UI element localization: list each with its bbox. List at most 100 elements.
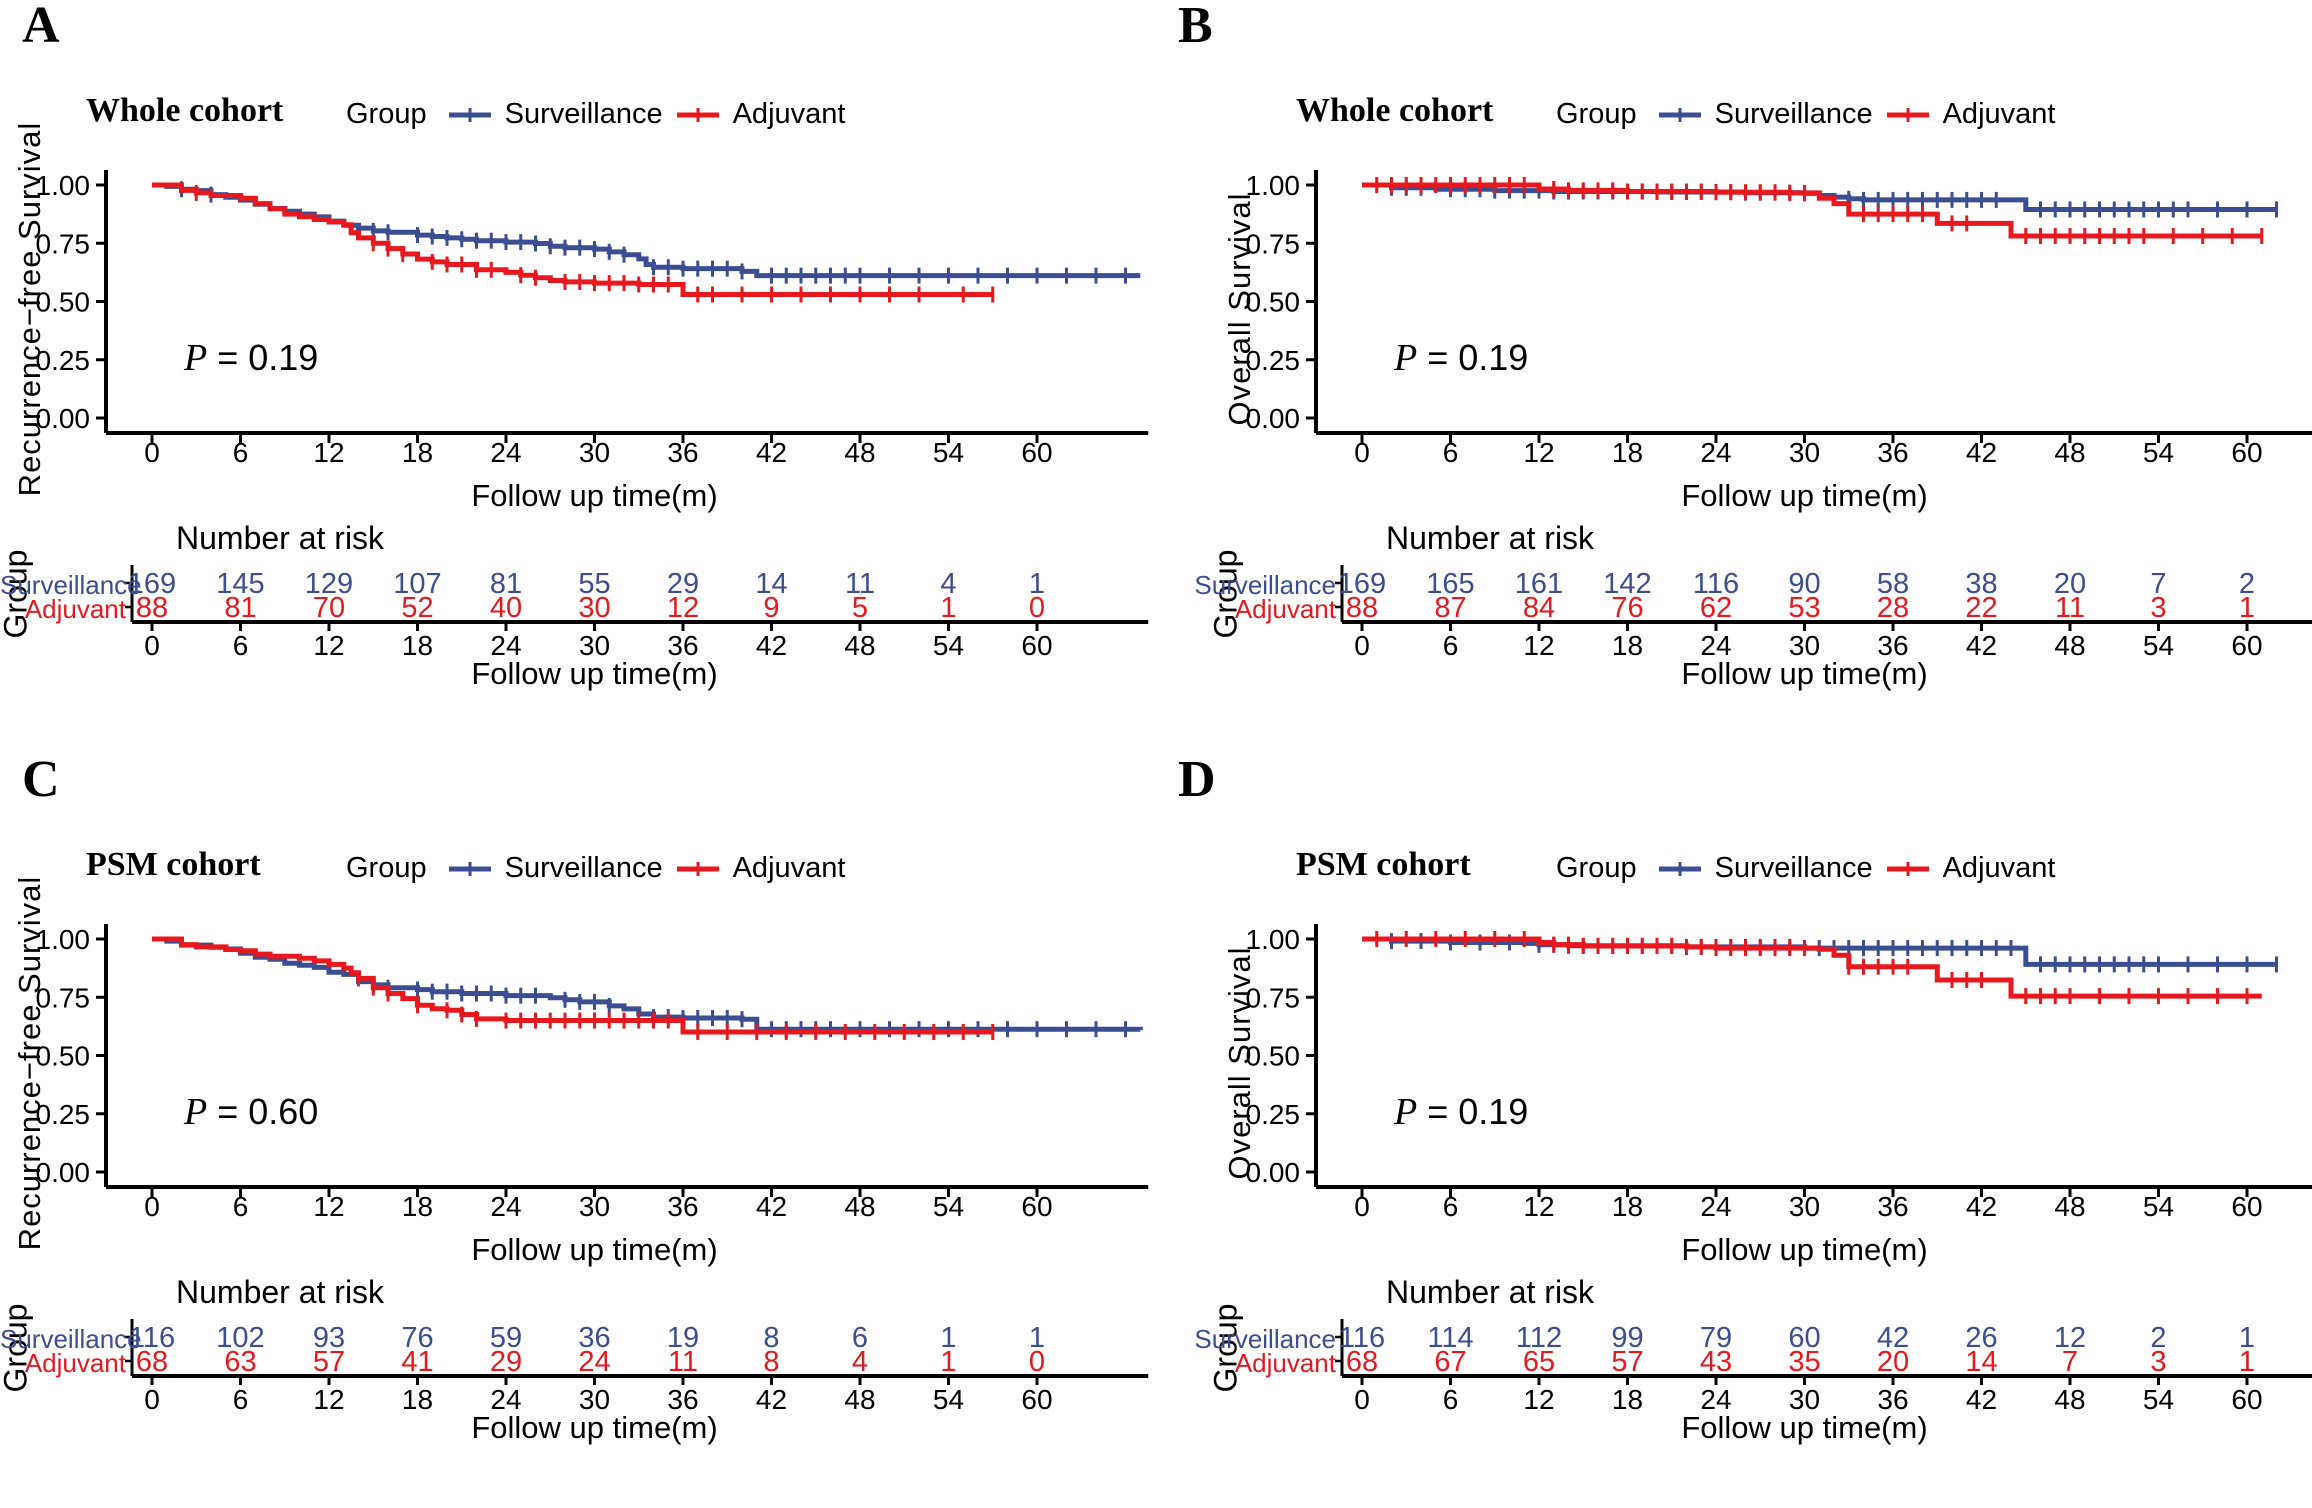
risk-tick-label: 12 [313, 630, 344, 661]
x-tick-label: 12 [313, 437, 344, 468]
panel-b: 0.00 0.25 0.50 0.75 1.00 0 6 12 18 24 30 36 42 48 54 60… [1156, 0, 2312, 754]
risk-tick-label: 24 [1700, 630, 1731, 661]
x-tick-label: 36 [667, 1191, 698, 1222]
panel-d: 0.00 0.25 0.50 0.75 1.00 0 6 12 18 24 30 36 42 48 54 60… [1156, 751, 2312, 1508]
x-tick-label: 60 [2231, 1191, 2262, 1222]
x-tick-label: 48 [844, 1191, 875, 1222]
risk-tick-label: 24 [490, 1384, 521, 1415]
surveillance-key-icon [447, 858, 493, 880]
x-tick-label: 42 [1966, 437, 1997, 468]
risk-count: 88 [1346, 592, 1378, 624]
risk-count: 84 [1523, 592, 1555, 624]
surveillance-curve [152, 182, 1141, 279]
risk-count: 40 [490, 592, 522, 624]
risk-count: 1 [2239, 592, 2255, 624]
y-tick-label: 0.75 [1246, 228, 1301, 259]
risk-count: 26 [1965, 1322, 1997, 1354]
risk-count: 36 [578, 1322, 610, 1354]
risk-count: 1 [1029, 568, 1045, 600]
risk-tick-label: 60 [2231, 1384, 2262, 1415]
p-value: P = 0.19 [184, 336, 318, 380]
risk-tick-label: 60 [1021, 1384, 1052, 1415]
risk-count: 68 [1346, 1346, 1378, 1378]
risk-count: 11 [2055, 592, 2085, 624]
risk-tick-label: 18 [1612, 1384, 1643, 1415]
risk-count: 3 [2150, 592, 2166, 624]
risk-count: 20 [2054, 568, 2086, 600]
x-tick-label: 30 [579, 437, 610, 468]
x-tick-label: 24 [490, 1191, 521, 1222]
risk-count: 112 [1516, 1322, 1562, 1354]
risk-tick-label: 36 [667, 630, 698, 661]
risk-tick-label: 24 [1700, 1384, 1731, 1415]
number-at-risk-header: Number at risk [176, 520, 385, 556]
risk-count: 116 [129, 1322, 175, 1354]
risk-tick-label: 6 [1443, 1384, 1459, 1415]
risk-count: 60 [1788, 1322, 1820, 1354]
x-tick-label: 24 [490, 437, 521, 468]
x-tick-label: 6 [1443, 1191, 1459, 1222]
risk-count: 67 [1434, 1346, 1466, 1378]
legend-label-surveillance: Surveillance [504, 852, 663, 884]
x-tick-label: 18 [402, 437, 433, 468]
risk-count: 1 [940, 1322, 956, 1354]
risk-count: 102 [216, 1322, 264, 1354]
number-at-risk-header: Number at risk [176, 1274, 385, 1310]
risk-count: 20 [1877, 1346, 1909, 1378]
risk-tick-label: 0 [1354, 630, 1370, 661]
p-value: P = 0.19 [1394, 1090, 1528, 1134]
risk-tick-label: 42 [1966, 1384, 1997, 1415]
x-tick-label: 36 [1877, 1191, 1908, 1222]
chart-title: Whole cohort [86, 92, 284, 129]
risk-count: 2 [2239, 568, 2255, 600]
risk-count: 81 [490, 568, 522, 600]
y-tick-label: 0.75 [1246, 982, 1301, 1013]
risk-tick-label: 24 [490, 630, 521, 661]
legend-label-surveillance: Surveillance [1714, 852, 1873, 884]
risk-count: 19 [667, 1322, 699, 1354]
risk-count: 53 [1788, 592, 1820, 624]
legend-title: Group [346, 98, 427, 130]
x-tick-label: 48 [2054, 1191, 2085, 1222]
x-tick-label: 36 [667, 437, 698, 468]
x-tick-label: 48 [2054, 437, 2085, 468]
risk-count: 7 [2062, 1346, 2078, 1378]
x-tick-label: 6 [233, 1191, 249, 1222]
risk-count: 169 [1338, 568, 1386, 600]
risk-tick-label: 42 [756, 630, 787, 661]
risk-count: 70 [313, 592, 345, 624]
risk-tick-label: 6 [233, 630, 249, 661]
y-tick-label: 1.00 [36, 924, 91, 955]
legend: Group Surveillance Adjuvant [346, 98, 845, 131]
legend-title: Group [346, 852, 427, 884]
risk-count: 30 [578, 592, 610, 624]
x-tick-label: 12 [1523, 437, 1554, 468]
risk-count: 165 [1426, 568, 1474, 600]
p-text: = 0.19 [207, 337, 319, 378]
risk-tick-label: 60 [2231, 630, 2262, 661]
risk-count: 0 [1029, 592, 1045, 624]
risk-count: 57 [1611, 1346, 1643, 1378]
risk-tick-label: 36 [667, 1384, 698, 1415]
legend-label-adjuvant: Adjuvant [732, 852, 846, 884]
risk-count: 76 [1611, 592, 1643, 624]
risk-x-axis-title: Follow up time(m) [1681, 1410, 1928, 1445]
x-tick-label: 54 [933, 437, 964, 468]
x-tick-label: 0 [1354, 437, 1370, 468]
risk-count: 8 [763, 1346, 779, 1378]
risk-count: 1 [940, 1346, 956, 1378]
risk-row-label-surveillance: Surveillance [0, 1324, 142, 1354]
legend: Group Surveillance Adjuvant [346, 852, 845, 885]
risk-count: 114 [1427, 1322, 1473, 1354]
risk-count: 1 [1029, 1322, 1045, 1354]
surveillance-key-icon [1657, 858, 1703, 880]
risk-row-label-adjuvant: Adjuvant [1234, 594, 1336, 624]
x-tick-label: 18 [1612, 437, 1643, 468]
legend-title: Group [1556, 852, 1637, 884]
risk-count: 93 [313, 1322, 345, 1354]
x-tick-label: 60 [1021, 437, 1052, 468]
x-tick-label: 30 [1789, 1191, 1820, 1222]
x-tick-label: 24 [1700, 437, 1731, 468]
risk-tick-label: 30 [1789, 630, 1820, 661]
legend-label-surveillance: Surveillance [1714, 98, 1873, 130]
